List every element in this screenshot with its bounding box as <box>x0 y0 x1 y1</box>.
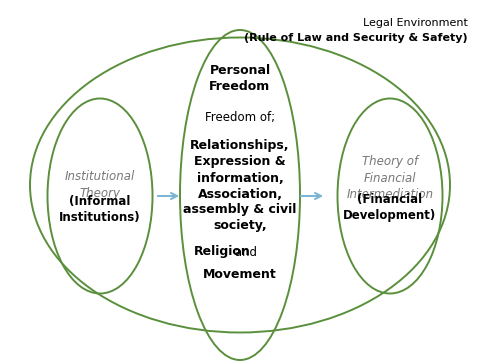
Text: and: and <box>231 245 257 258</box>
Text: Freedom of;: Freedom of; <box>205 112 275 125</box>
Text: Expression &
information,: Expression & information, <box>194 156 286 184</box>
Text: (Informal
Institutions): (Informal Institutions) <box>59 196 141 225</box>
Text: Institutional
Theory: Institutional Theory <box>65 170 135 200</box>
Text: Relationships,: Relationships, <box>190 139 290 152</box>
Text: Theory of
Financial
Intermediation: Theory of Financial Intermediation <box>346 155 434 201</box>
Text: Movement: Movement <box>203 268 277 280</box>
Text: Religion: Religion <box>194 245 250 258</box>
Text: Legal Environment: Legal Environment <box>363 18 468 28</box>
Text: Personal
Freedom: Personal Freedom <box>210 64 270 92</box>
Text: (Rule of Law and Security & Safety): (Rule of Law and Security & Safety) <box>244 33 468 43</box>
Text: Association,
assembly & civil
society,: Association, assembly & civil society, <box>184 187 296 232</box>
Text: (Financial
Development): (Financial Development) <box>344 193 436 222</box>
